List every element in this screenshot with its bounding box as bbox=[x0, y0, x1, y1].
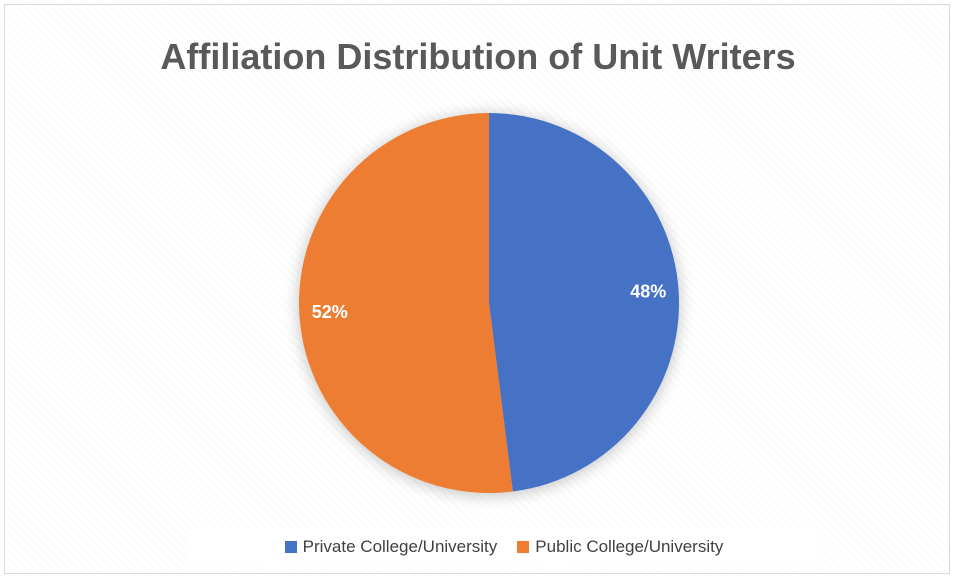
pie-slice-public bbox=[299, 113, 513, 493]
pie-slice-private bbox=[489, 113, 680, 492]
data-label-private: 48% bbox=[630, 282, 666, 302]
data-label-public: 52% bbox=[312, 302, 348, 322]
legend-label-public: Public College/University bbox=[535, 537, 724, 556]
chart-area: Affiliation Distribution of Unit Writers… bbox=[4, 4, 950, 574]
legend-swatch-public bbox=[517, 541, 530, 553]
legend-item-public: Public College/University bbox=[517, 537, 723, 557]
legend-swatch-private bbox=[284, 541, 297, 553]
chart-title: Affiliation Distribution of Unit Writers bbox=[160, 36, 796, 77]
legend-label-private: Private College/University bbox=[302, 537, 498, 556]
pie-chart: 48% 52% bbox=[299, 113, 680, 493]
legend-item-private: Private College/University bbox=[284, 537, 498, 557]
chart-legend: Private College/University Public Colleg… bbox=[189, 529, 819, 565]
